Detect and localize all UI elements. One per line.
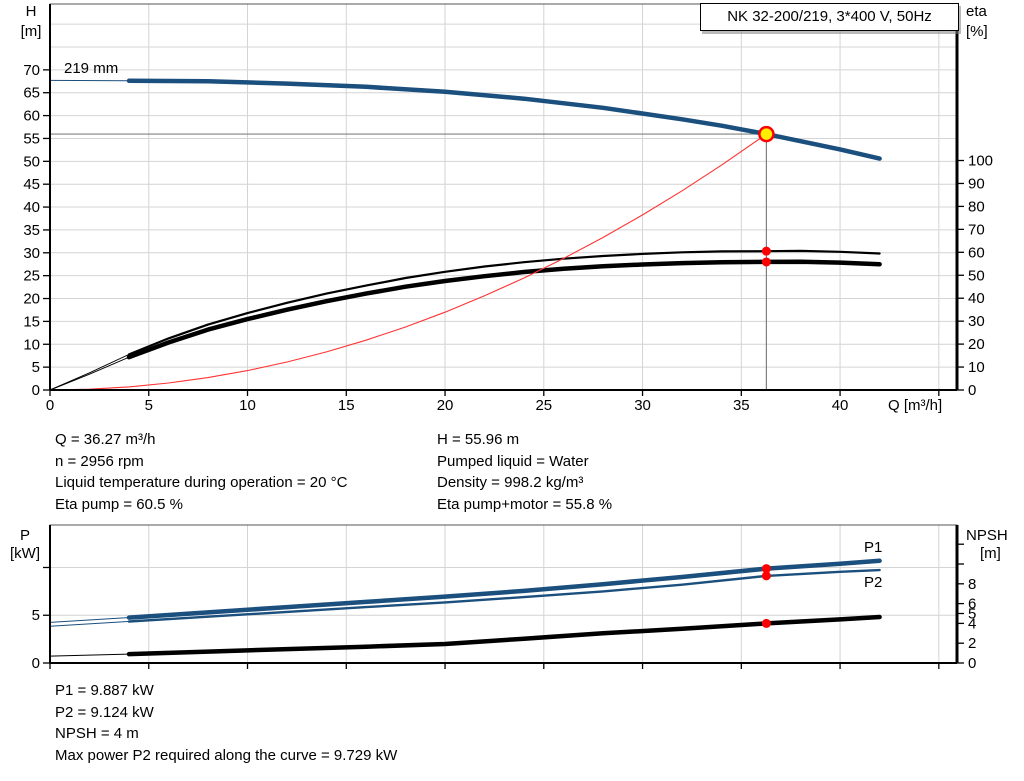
info-p2: P2 = 9.124 kW: [55, 703, 154, 721]
left-tick-label: 35: [23, 222, 40, 239]
right-tick-label: 60: [968, 244, 985, 261]
right-tick-label: 100: [968, 153, 993, 170]
impeller-diameter-label: 219 mm: [64, 60, 118, 77]
left-tick-label: 60: [23, 108, 40, 125]
p2-curve-lead: [49, 621, 130, 627]
pump-title-box: NK 32-200/219, 3*400 V, 50Hz: [700, 3, 959, 31]
duty-point-marker: [758, 125, 775, 143]
left-tick-label: 45: [23, 176, 40, 193]
right-axis-title: NPSH: [966, 527, 1008, 544]
left-tick-label: 10: [23, 336, 40, 353]
left-axis-title: H: [26, 3, 37, 20]
eta-pump-curve-lead: [49, 353, 130, 391]
right-axis-title-unit: [%]: [966, 23, 988, 40]
right-tick-label: 5: [968, 606, 976, 623]
right-tick-label: 0: [968, 655, 976, 672]
left-axis-title-unit: [m]: [21, 23, 42, 40]
info-eta-pump: Eta pump = 60.5 %: [55, 495, 183, 513]
x-axis-title: Q [m³/h]: [888, 397, 942, 414]
p2-curve-label: P2: [864, 574, 882, 591]
right-tick-label: 8: [968, 576, 976, 593]
x-tick-label: 15: [338, 397, 355, 414]
info-liquid-temperature: Liquid temperature during operation = 20…: [55, 474, 348, 491]
right-tick-label: 4: [968, 615, 976, 632]
left-tick-label: 0: [32, 655, 40, 672]
left-tick-label: 20: [23, 291, 40, 308]
right-tick-label: 40: [968, 290, 985, 307]
system-curve: [49, 133, 767, 391]
left-tick-label: 25: [23, 268, 40, 285]
duty-info-left-column: Q = 36.27 m³/h n = 2956 rpm Liquid tempe…: [55, 429, 347, 515]
right-tick-label: 2: [968, 635, 976, 652]
right-tick-label: 90: [968, 175, 985, 192]
left-tick-label: 55: [23, 130, 40, 147]
duty-info-right-column: H = 55.96 m Pumped liquid = Water Densit…: [437, 429, 612, 515]
duty-eta-pump-dot: [761, 246, 771, 256]
duty-dot: [761, 618, 771, 628]
npsh-curve-lead: [49, 653, 130, 657]
x-tick-label: 25: [535, 397, 552, 414]
right-tick-label: 50: [968, 267, 985, 284]
left-tick-label: 40: [23, 199, 40, 216]
info-flow: Q = 36.27 m³/h: [55, 431, 156, 448]
right-tick-label: 10: [968, 359, 985, 376]
left-tick-label: 5: [32, 359, 40, 376]
info-head: H = 55.96 m: [437, 431, 520, 448]
p1-curve: [126, 558, 882, 620]
left-tick-label: 30: [23, 245, 40, 262]
x-tick-label: 20: [437, 397, 454, 414]
p2-curve: [127, 568, 881, 623]
right-tick-label: 80: [968, 198, 985, 215]
npsh-curve: [126, 614, 882, 657]
right-axis-title-unit: [m]: [980, 545, 1001, 562]
p1-curve-label: P1: [864, 539, 882, 556]
duty-dot: [761, 571, 771, 581]
duty-eta-pump-motor-dot: [761, 257, 771, 267]
info-p1: P1 = 9.887 kW: [55, 682, 154, 699]
right-tick-label: 0: [968, 382, 976, 399]
left-tick-label: 5: [32, 607, 40, 624]
right-tick-label: 6: [968, 596, 976, 613]
info-max-power: Max power P2 required along the curve = …: [55, 746, 398, 764]
qh-eta-chart: 0510152025303540455055606570010203040506…: [21, 3, 993, 414]
x-tick-label: 0: [46, 397, 54, 414]
head-curve: [126, 78, 882, 161]
x-tick-label: 35: [733, 397, 750, 414]
info-density: Density = 998.2 kg/m³: [437, 474, 584, 491]
left-axis-title: P: [20, 527, 30, 544]
p1-curve-lead: [49, 617, 130, 623]
pump-title-label: NK 32-200/219, 3*400 V, 50Hz: [727, 8, 932, 25]
info-pumped-liquid: Pumped liquid = Water: [437, 452, 589, 470]
x-tick-label: 30: [634, 397, 651, 414]
right-axis-title: eta: [966, 3, 988, 20]
info-eta-pump-motor: Eta pump+motor = 55.8 %: [437, 495, 613, 513]
x-tick-label: 40: [832, 397, 849, 414]
x-tick-label: 10: [239, 397, 256, 414]
left-axis-title-unit: [kW]: [10, 545, 40, 562]
eta-pump-motor-curve: [126, 259, 882, 360]
info-speed: n = 2956 rpm: [55, 452, 144, 470]
left-tick-label: 0: [32, 382, 40, 399]
eta-pump-motor-curve-lead: [49, 356, 130, 391]
info-npsh: NPSH = 4 m: [55, 725, 139, 742]
right-tick-label: 20: [968, 336, 985, 353]
left-tick-label: 50: [23, 153, 40, 170]
left-tick-label: 15: [23, 313, 40, 330]
right-tick-label: 70: [968, 221, 985, 238]
left-tick-label: 65: [23, 85, 40, 102]
x-tick-label: 5: [145, 397, 153, 414]
duty-dot: [761, 564, 771, 574]
eta-pump-curve: [127, 249, 881, 356]
power-info-column: P1 = 9.887 kW P2 = 9.124 kW NPSH = 4 m M…: [55, 680, 397, 766]
right-tick-label: 30: [968, 313, 985, 330]
left-tick-label: 70: [23, 62, 40, 79]
